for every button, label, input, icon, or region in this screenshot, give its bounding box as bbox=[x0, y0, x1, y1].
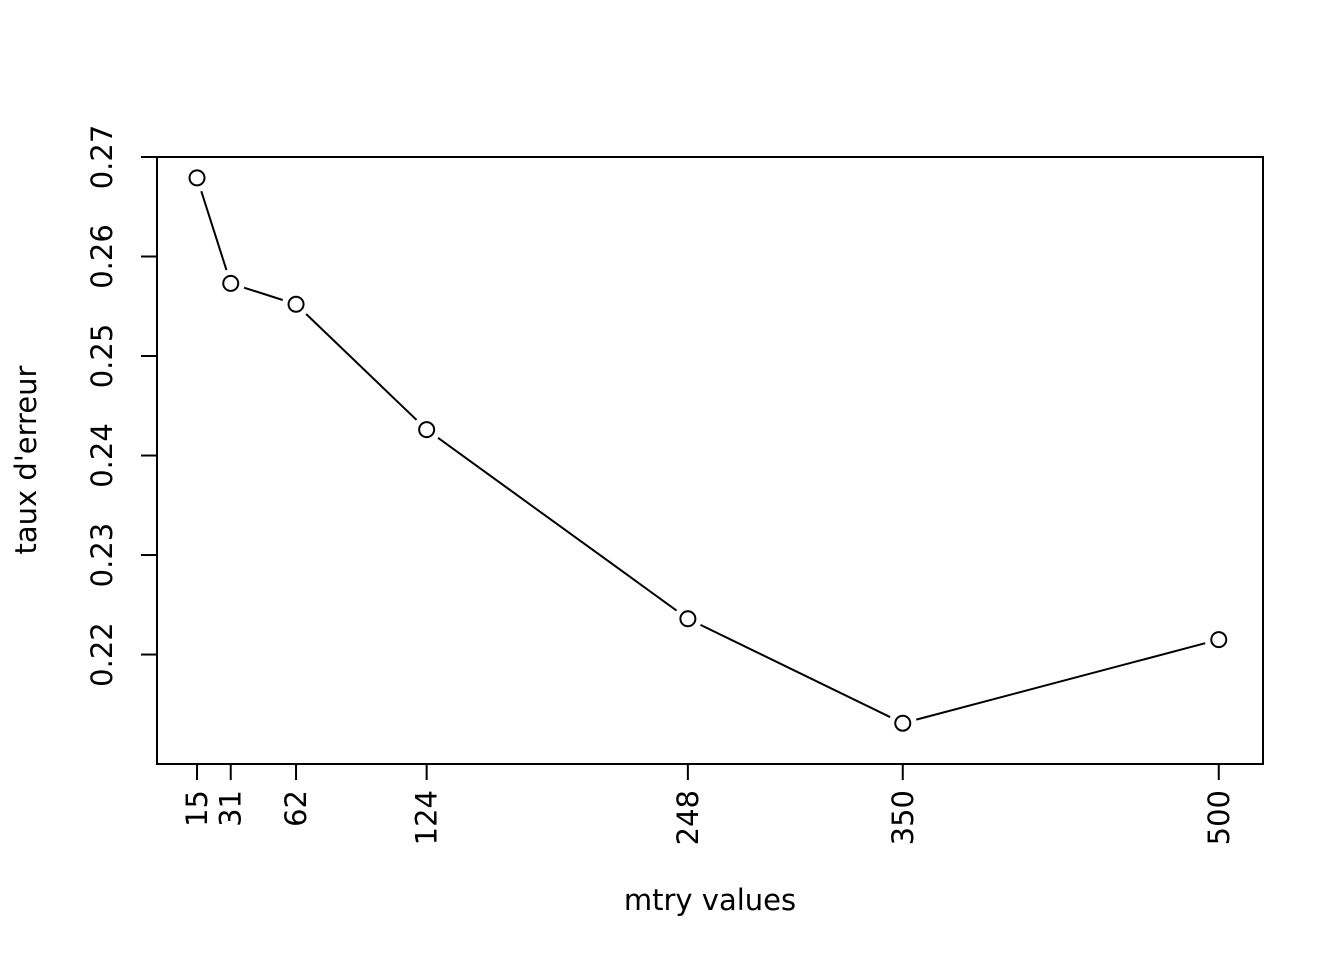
x-tick-label: 500 bbox=[1202, 790, 1236, 845]
series-layer bbox=[188, 169, 1228, 732]
plot-frame bbox=[156, 156, 1264, 765]
y-tick-label: 0.25 bbox=[85, 324, 119, 389]
x-tick-label: 31 bbox=[214, 790, 248, 827]
data-point bbox=[418, 421, 436, 439]
series-line-segment bbox=[437, 437, 678, 612]
data-point bbox=[222, 274, 240, 292]
y-axis: 0.22 0.23 0.24 0.25 0.26 0.27 bbox=[85, 125, 157, 687]
y-tick-label: 0.22 bbox=[85, 622, 119, 687]
series-line-segment bbox=[200, 190, 228, 271]
y-tick-label: 0.24 bbox=[85, 423, 119, 488]
series-line-segment bbox=[305, 313, 418, 421]
series-line-segment bbox=[700, 623, 891, 718]
data-point bbox=[188, 169, 206, 187]
y-axis-title: taux d'erreur bbox=[9, 365, 43, 554]
x-tick-label: 124 bbox=[410, 790, 444, 845]
y-tick-label: 0.23 bbox=[85, 523, 119, 588]
y-tick-label: 0.27 bbox=[85, 125, 119, 190]
x-tick-label: 350 bbox=[886, 790, 920, 845]
series-line-segment bbox=[916, 642, 1206, 721]
data-point bbox=[1210, 631, 1228, 649]
x-tick-label: 62 bbox=[279, 790, 313, 827]
x-axis: 15 31 62 124 248 350 500 bbox=[180, 764, 1236, 845]
x-tick-label: 15 bbox=[180, 790, 214, 827]
data-point bbox=[894, 714, 912, 732]
x-axis-title: mtry values bbox=[624, 883, 796, 917]
y-tick-label: 0.26 bbox=[85, 224, 119, 289]
data-point bbox=[679, 610, 697, 628]
x-tick-label: 248 bbox=[671, 790, 705, 845]
data-point bbox=[287, 295, 305, 313]
series-line-segment bbox=[243, 286, 284, 301]
